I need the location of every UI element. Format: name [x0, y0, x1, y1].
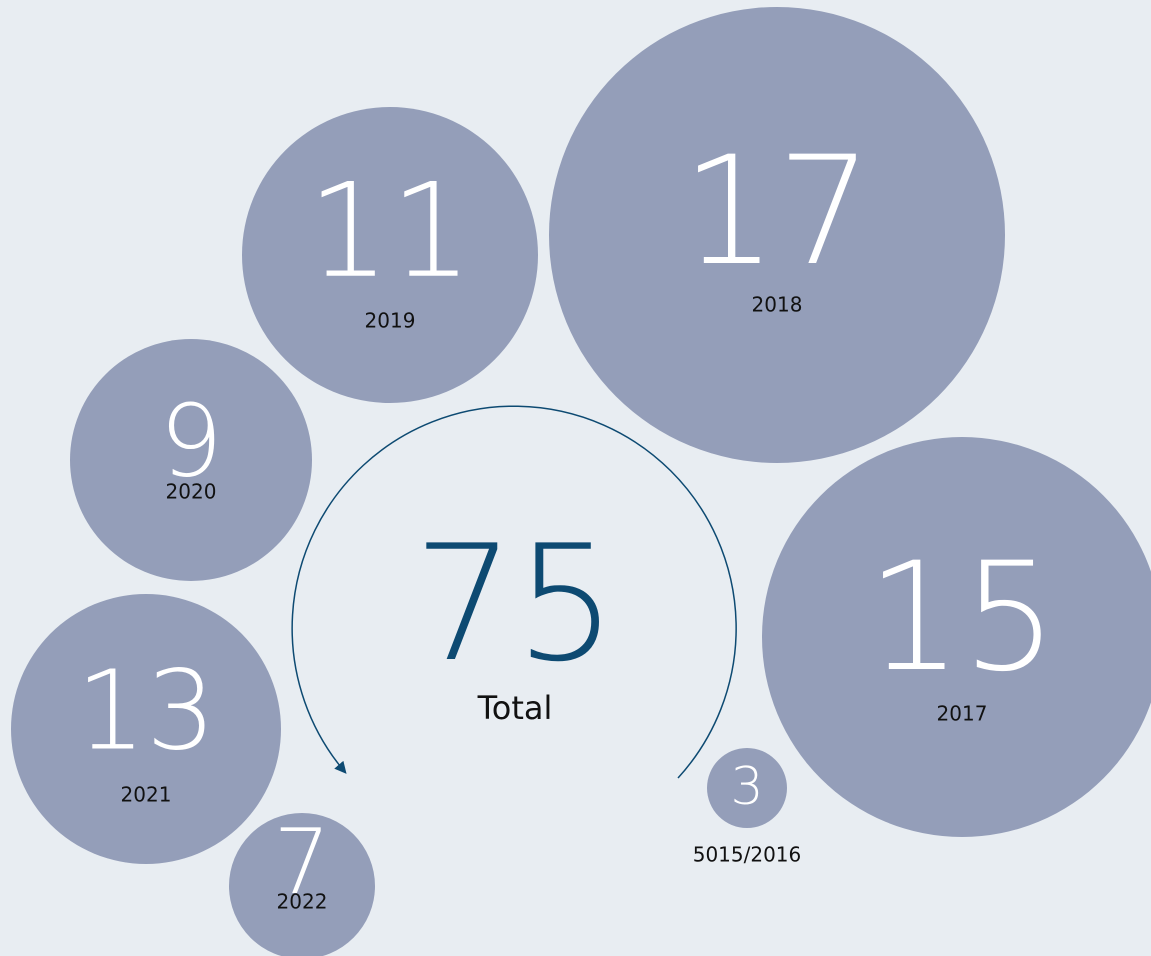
bubble-value: 9 — [159, 382, 223, 499]
bubble — [229, 813, 375, 956]
bubble-value: 11 — [307, 155, 472, 307]
bubble-label: 5015/2016 — [693, 843, 802, 867]
bubble — [707, 748, 787, 828]
total-label: Total — [477, 689, 553, 727]
bubble-label: 2018 — [752, 293, 803, 317]
bubble — [242, 107, 538, 403]
total-value: 75 — [413, 510, 617, 697]
bubble-value: 13 — [76, 646, 216, 774]
bubble-label: 2019 — [365, 309, 416, 333]
bubble — [549, 7, 1005, 463]
bubble-label: 2020 — [166, 480, 217, 504]
bubble — [11, 594, 281, 864]
bubble-value: 3 — [730, 757, 763, 817]
bubble-value: 7 — [273, 810, 330, 915]
bubble — [70, 339, 312, 581]
arc-arrow — [291, 405, 737, 779]
bubble-value: 15 — [867, 531, 1058, 705]
bubble-label: 2021 — [121, 783, 172, 807]
bubble-label: 2022 — [277, 890, 328, 914]
bubble-label: 2017 — [937, 702, 988, 726]
bubble-value: 17 — [682, 125, 873, 299]
bubble — [762, 437, 1151, 837]
